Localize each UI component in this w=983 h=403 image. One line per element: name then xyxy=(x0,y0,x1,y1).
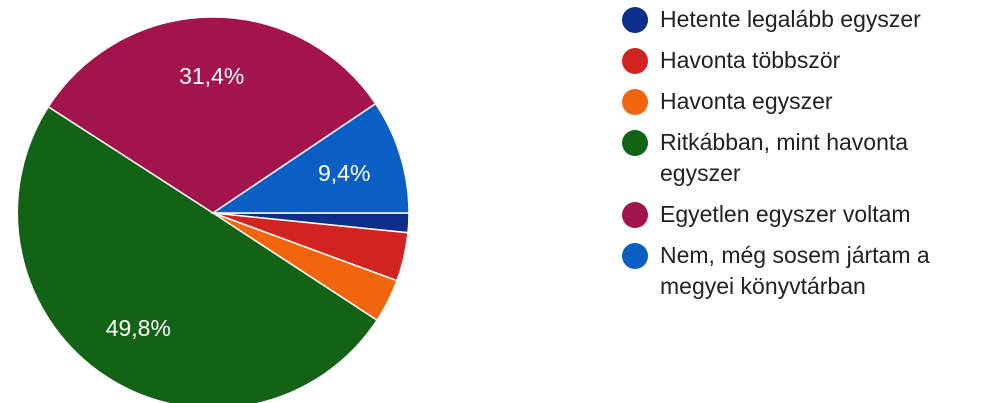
legend: Hetente legalább egyszer Havonta többszö… xyxy=(622,4,980,312)
pie-labels: 49,8% 31,4% 9,4% xyxy=(106,63,371,341)
pie-slices xyxy=(16,16,410,403)
legend-item-monthly-multiple: Havonta többször xyxy=(622,45,980,76)
legend-swatch-monthly-multiple xyxy=(622,48,648,74)
legend-label-once-only: Egyetlen egyszer voltam xyxy=(660,201,911,227)
legend-item-never: Nem, még sosem jártam a megyei könyvtárb… xyxy=(622,240,980,302)
legend-label-monthly-once: Havonta egyszer xyxy=(660,88,833,114)
legend-swatch-less-than-monthly xyxy=(622,130,648,156)
legend-swatch-monthly-once xyxy=(622,89,648,115)
legend-item-less-than-monthly: Ritkábban, mint havonta egyszer xyxy=(622,127,980,189)
legend-swatch-once-only xyxy=(622,202,648,228)
legend-label-less-than-monthly: Ritkábban, mint havonta egyszer xyxy=(660,129,909,186)
legend-label-weekly: Hetente legalább egyszer xyxy=(660,6,921,32)
legend-label-never: Nem, még sosem jártam a megyei könyvtárb… xyxy=(660,242,930,299)
pie-chart: 49,8% 31,4% 9,4% xyxy=(16,16,410,403)
legend-item-monthly-once: Havonta egyszer xyxy=(622,86,980,117)
pie-label-nem-meg-sosem-jartam-a-megyei-konyvtarban: 9,4% xyxy=(318,160,370,186)
legend-swatch-weekly xyxy=(622,7,648,33)
legend-label-monthly-multiple: Havonta többször xyxy=(660,47,841,73)
pie-slice-egyetlen-egyszer-voltam xyxy=(47,16,377,214)
pie-label-ritkabban-mint-havonta-egyszer: 49,8% xyxy=(106,315,171,341)
legend-swatch-never xyxy=(622,243,648,269)
legend-item-once-only: Egyetlen egyszer voltam xyxy=(622,199,980,230)
legend-item-weekly: Hetente legalább egyszer xyxy=(622,4,980,35)
pie-slice-nem-meg-sosem-jartam-a-megyei-konyvtarban xyxy=(210,102,410,214)
pie-slice-ritkabban-mint-havonta-egyszer xyxy=(16,105,379,403)
pie-label-egyetlen-egyszer-voltam: 31,4% xyxy=(179,63,244,89)
